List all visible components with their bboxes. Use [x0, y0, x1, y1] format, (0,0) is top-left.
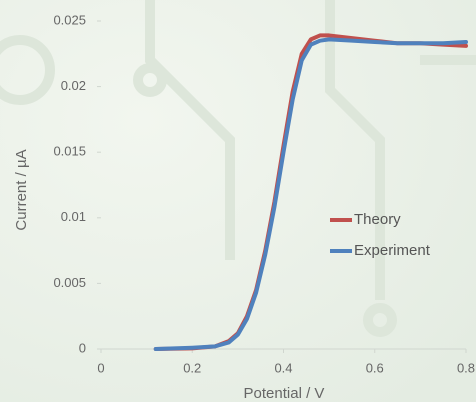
x-axis-title: Potential / V	[244, 385, 325, 402]
x-tick-label: 0.4	[274, 360, 292, 375]
y-tick-label: 0.005	[53, 275, 86, 290]
x-tick-label: 0	[97, 360, 104, 375]
legend-label: Experiment	[354, 242, 431, 259]
legend-label: Theory	[354, 211, 401, 228]
x-tick-label: 0.2	[183, 360, 201, 375]
decoration	[0, 0, 476, 337]
x-tick-label: 0.8	[457, 360, 475, 375]
y-tick-label: 0	[79, 340, 86, 355]
y-tick-label: 0.025	[53, 12, 86, 27]
line-series	[153, 37, 468, 351]
y-tick-label: 0.015	[53, 144, 86, 159]
y-tick-label: 0.01	[61, 209, 86, 224]
y-axis-title: Current / µA	[13, 149, 30, 230]
x-tick-label: 0.6	[366, 360, 384, 375]
y-tick-label: 0.02	[61, 78, 86, 93]
